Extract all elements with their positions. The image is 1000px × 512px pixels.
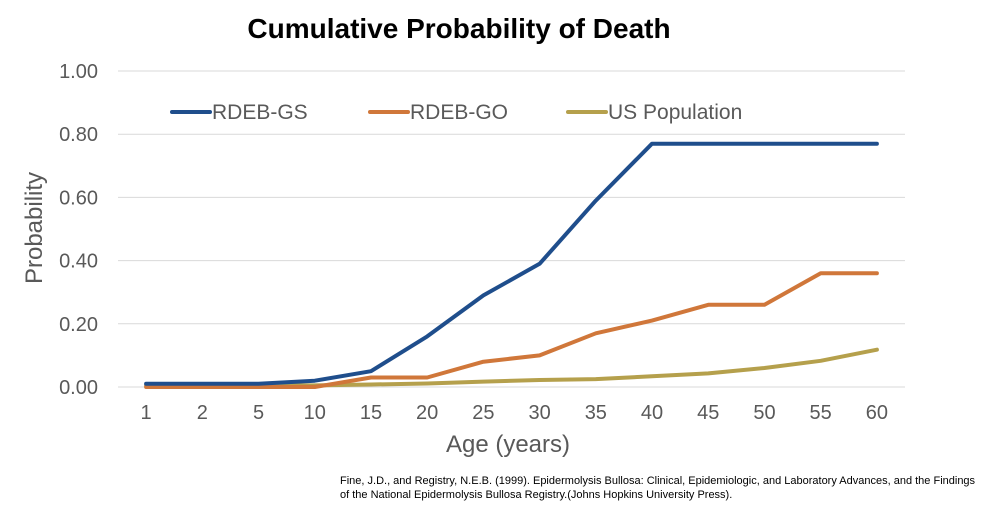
series-line-us-population xyxy=(144,347,879,388)
citation-text: Fine, J.D., and Registry, N.E.B. (1999).… xyxy=(340,475,976,501)
x-tick-label: 60 xyxy=(866,402,888,424)
x-tick-label: 5 xyxy=(253,402,264,424)
series-line-rdeb-gs xyxy=(144,141,879,386)
x-tick-label: 2 xyxy=(197,402,208,424)
x-tick-label: 20 xyxy=(416,402,438,424)
y-tick-label: 0.40 xyxy=(59,251,98,273)
legend-label: RDEB-GO xyxy=(410,101,508,124)
y-tick-label: 0.60 xyxy=(59,187,98,209)
x-tick-label: 10 xyxy=(304,402,326,424)
series-lines xyxy=(144,141,879,389)
y-tick-label: 1.00 xyxy=(59,61,98,83)
x-tick-label: 25 xyxy=(472,402,494,424)
legend-label: RDEB-GS xyxy=(212,101,308,124)
y-tick-label: 0.80 xyxy=(59,124,98,146)
x-axis-ticks: 1 2 5 10 15 20 25 30 35 40 45 50 55 60 xyxy=(141,402,888,424)
x-tick-label: 50 xyxy=(753,402,775,424)
y-tick-label: 0.20 xyxy=(59,314,98,336)
x-axis-label: Age (years) xyxy=(446,431,570,458)
x-tick-label: 1 xyxy=(141,402,152,424)
y-axis-ticks: 0.00 0.20 0.40 0.60 0.80 1.00 xyxy=(59,61,98,399)
x-tick-label: 35 xyxy=(585,402,607,424)
legend: RDEB-GS RDEB-GO US Population xyxy=(170,101,742,124)
y-tick-label: 0.00 xyxy=(59,377,98,399)
series-line-rdeb-go xyxy=(144,271,879,389)
x-tick-label: 45 xyxy=(697,402,719,424)
x-tick-label: 15 xyxy=(360,402,382,424)
legend-label: US Population xyxy=(608,101,742,124)
line-chart: Cumulative Probability of Death 0.00 0.20… xyxy=(21,13,905,458)
x-tick-label: 55 xyxy=(810,402,832,424)
y-axis-label: Probability xyxy=(21,172,48,284)
chart-title: Cumulative Probability of Death xyxy=(247,13,670,44)
x-tick-label: 40 xyxy=(641,402,663,424)
x-tick-label: 30 xyxy=(528,402,550,424)
gridlines xyxy=(118,70,905,388)
